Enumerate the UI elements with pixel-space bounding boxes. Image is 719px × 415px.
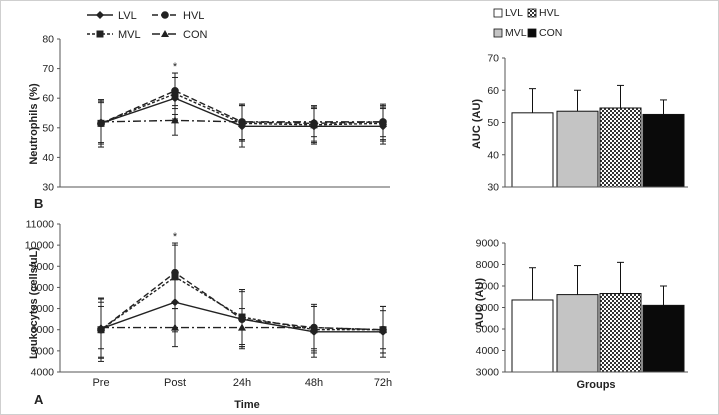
x-tick-label: Pre [92,377,109,389]
y-tick-label: 5000 [31,345,55,357]
x-tick-label: 24h [233,377,251,389]
y-tick-label: 6000 [476,302,500,314]
panel-label-top: B [34,196,43,211]
bar-lvl [511,299,554,373]
y-tick-label: 3000 [476,367,500,379]
point-con [310,323,318,331]
y-tick-label: 70 [42,63,54,75]
bar-mvl [556,294,599,373]
significance-annotation: * [173,61,178,73]
legend-swatch-mvl [493,28,503,38]
y-tick-label: 50 [42,122,54,134]
significance-annotation: * [173,231,178,243]
y-tick-label: 40 [42,152,54,164]
y-tick-label: 8000 [31,282,55,294]
y-tick-label: 70 [487,53,499,65]
point-con [171,323,179,331]
legend-label-mvl: MVL [118,29,141,41]
neutrophils-plot: * [60,61,390,188]
y-tick-label: 7000 [476,281,500,293]
neutrophils_auc-y-axis: 30 40 50 60 70 [487,53,506,194]
legend-label-con: CON [539,27,562,39]
legend-swatch-lvl [493,8,503,18]
y-tick-label: 30 [42,182,54,194]
y-tick-label: 10000 [25,240,54,252]
y-tick-label: 4000 [476,345,500,357]
bar-con [642,113,685,188]
leukocytes-auc-y-axis-title: AUC (AU) [474,278,486,328]
y-tick-label: 60 [487,85,499,97]
y-tick-label: 7000 [31,303,55,315]
legend-swatch-hvl [527,8,537,18]
point-mvl [171,90,179,98]
point-con [379,117,387,125]
legend-label-hvl: HVL [539,7,560,19]
y-tick-label: 9000 [31,261,55,273]
leukocytes-y-axis-title: Leukocytes (cells/uL) [28,247,40,359]
bar-hvl [599,107,642,188]
bar-mvl [556,110,599,188]
y-tick-label: 8000 [476,259,500,271]
x-tick-label: 72h [374,377,392,389]
point-con [238,117,246,125]
neutrophils-auc-y-axis-title: AUC (AU) [471,99,483,149]
neutrophils_auc-plot [505,84,688,188]
y-tick-label: 11000 [26,219,55,231]
legend-marker-con [161,30,169,37]
y-tick-label: 9000 [476,238,500,250]
y-tick-label: 6000 [31,324,55,336]
legend-label-hvl: HVL [183,10,204,22]
legend-marker-hvl [161,11,169,19]
y-tick-label: 30 [487,182,499,194]
x-tick-label: 48h [305,377,323,389]
legend-label-lvl: LVL [118,10,137,22]
y-tick-label: 40 [487,149,499,161]
point-con [379,325,387,333]
y-tick-label: 4000 [31,367,55,379]
neutrophils-y-axis: 30 40 50 60 70 80 [42,34,61,194]
bar-hvl [599,293,642,373]
line-legend: LVL HVL MVL CON [87,10,208,41]
bar-con [642,304,685,373]
point-con [171,116,179,124]
bar-lvl [511,112,554,188]
legend-swatch-con [527,28,537,38]
point-con [238,323,246,331]
legend-marker-mvl [96,30,104,38]
legend-label-con: CON [183,29,208,41]
series-line-mvl [100,276,383,331]
leukocytes_auc-plot [505,261,688,373]
point-con [97,117,105,125]
point-con [97,323,105,331]
point-mvl [171,273,179,281]
plots-layer: 30 40 50 60 70 80 * 30 40 50 60 70 4000 5000 6000 7000 8… [25,7,688,389]
leukocytes-y-axis: 4000 5000 6000 7000 8000 9000 10000 11000 [25,219,61,379]
series-line-con [100,119,383,123]
leukocytes-plot: * Pre Post 24h 48h 72h [60,231,392,389]
neutrophils-y-axis-title: Neutrophils (%) [28,83,40,165]
groups-x-axis-title: Groups [576,379,615,391]
legend-label-mvl: MVL [505,27,527,39]
panel-label-bottom: A [34,392,44,407]
legend-marker-lvl [96,11,104,19]
point-con [310,117,318,125]
bar-legend: LVL HVL MVL CON [493,7,562,39]
y-tick-label: 80 [42,34,54,46]
y-tick-label: 50 [487,117,499,129]
x-tick-label: Post [164,377,186,389]
y-tick-label: 5000 [476,324,500,336]
time-x-axis-title: Time [234,399,259,411]
leukocytes_auc-y-axis: 3000 4000 5000 6000 7000 8000 9000 [476,238,506,379]
legend-label-lvl: LVL [505,7,523,19]
y-tick-label: 60 [42,93,54,105]
